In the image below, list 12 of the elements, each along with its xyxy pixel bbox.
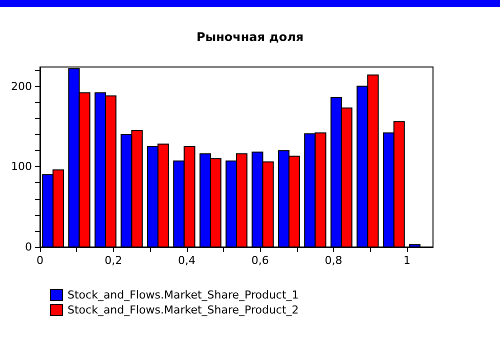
y-tick-label: 100 (11, 160, 32, 174)
x-tick-label: 0 (36, 254, 44, 267)
y-tick-label: 200 (11, 80, 32, 93)
x-tick-label: 0,4 (178, 254, 196, 267)
x-tick-label: 0,6 (251, 254, 269, 267)
x-tick-label: 1 (403, 254, 410, 267)
legend-label: Stock_and_Flows.Market_Share_Product_2 (68, 304, 299, 316)
y-tick-label: 0 (25, 240, 32, 254)
x-tick-label: 0,8 (324, 254, 342, 267)
chart-title: Рыночная доля (196, 30, 304, 44)
x-tick-label: 0,2 (104, 254, 122, 267)
legend-label: Stock_and_Flows.Market_Share_Product_1 (68, 288, 299, 302)
